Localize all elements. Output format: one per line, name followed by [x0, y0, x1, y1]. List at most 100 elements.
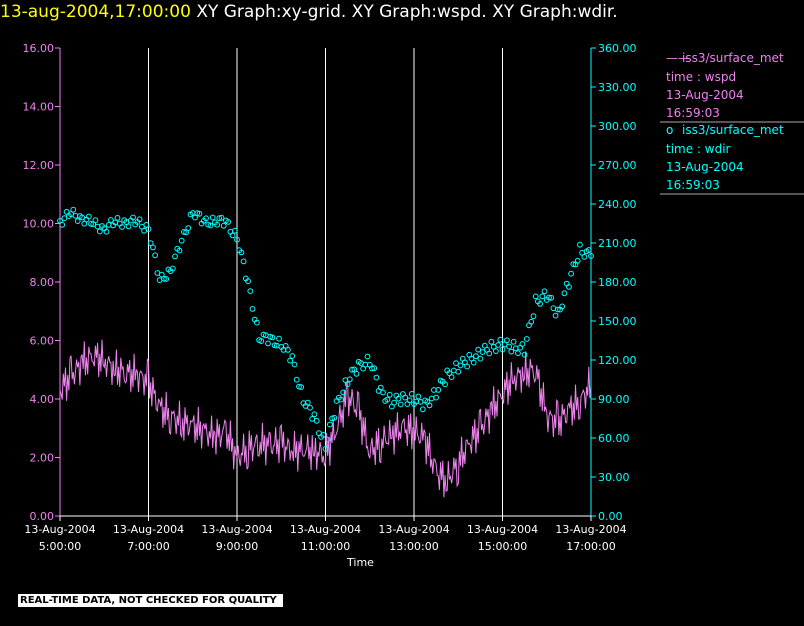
legend-symbol: ——: [666, 51, 690, 65]
right-tick-label: 30.00: [598, 471, 630, 484]
wdir-point: [185, 225, 192, 232]
right-tick-label: 360.00: [598, 42, 637, 55]
left-tick-label: 10.00: [23, 218, 55, 231]
wdir-point: [386, 391, 393, 398]
wdir-point: [296, 383, 302, 390]
legend-var: time : wdir: [666, 142, 731, 156]
wdir-point: [247, 288, 254, 295]
wdir-point: [293, 376, 300, 383]
wdir-point: [488, 338, 495, 345]
wdir-point: [470, 359, 477, 366]
wdir-point: [214, 221, 221, 228]
x-tick-time: 5:00:00: [39, 540, 81, 553]
wdir-point: [448, 374, 455, 381]
x-tick-time: 7:00:00: [127, 540, 169, 553]
wdir-point: [249, 306, 256, 312]
wdir-point: [209, 214, 216, 221]
wdir-point: [181, 229, 187, 235]
right-tick-label: 0.00: [598, 510, 623, 523]
wdir-point: [561, 290, 568, 297]
wdir-point: [245, 278, 252, 285]
wdir-point: [271, 342, 278, 349]
x-tick-time: 17:00:00: [566, 540, 615, 553]
wdir-point: [353, 370, 360, 377]
wdir-point: [510, 338, 517, 345]
wdir-point: [477, 355, 484, 362]
wdir-point: [203, 215, 209, 222]
legend-time: 16:59:03: [666, 106, 720, 120]
left-tick-label: 16.00: [23, 42, 55, 55]
legend-date: 13-Aug-2004: [666, 88, 744, 102]
wdir-point: [455, 368, 462, 375]
wdir-point: [521, 351, 528, 358]
wdir-point: [229, 232, 236, 239]
wdir-point: [331, 414, 338, 421]
wdir-point: [402, 394, 409, 401]
wdir-point: [79, 214, 85, 221]
wdir-point: [346, 376, 353, 383]
legend-symbol: o: [666, 123, 673, 137]
left-tick-label: 12.00: [23, 159, 55, 172]
title-graph-list: XY Graph:xy-grid. XY Graph:wspd. XY Grap…: [196, 2, 618, 22]
wdir-point: [169, 265, 176, 272]
wdir-point: [380, 389, 386, 396]
x-tick-time: 9:00:00: [216, 540, 258, 553]
right-tick-label: 180.00: [598, 276, 637, 289]
x-tick-date: 13-Aug-2004: [467, 523, 538, 536]
wdir-point: [464, 363, 471, 370]
wdir-point: [88, 221, 94, 227]
x-tick-date: 13-Aug-2004: [113, 523, 184, 536]
wdir-point: [338, 396, 344, 403]
wdir-point: [552, 312, 559, 319]
wdir-point: [287, 357, 294, 364]
wdir-point: [495, 342, 502, 348]
wdir-point: [364, 353, 371, 360]
wdir-point: [435, 387, 442, 393]
wdir-point: [577, 241, 583, 248]
right-tick-label: 330.00: [598, 81, 637, 94]
left-tick-label: 0.00: [30, 510, 55, 523]
wdir-point: [161, 275, 167, 282]
wdir-point: [327, 421, 333, 428]
wdir-point: [145, 226, 152, 233]
wdir-point: [231, 227, 238, 234]
wdir-point: [377, 384, 384, 391]
wdir-point: [373, 374, 380, 381]
wdir-point: [265, 340, 271, 347]
wdir-point: [568, 270, 574, 277]
wdir-point: [291, 361, 298, 368]
right-tick-label: 90.00: [598, 393, 630, 406]
wdir-point: [103, 228, 110, 235]
right-tick-label: 120.00: [598, 354, 637, 367]
wdir-point: [371, 365, 378, 372]
wdir-point: [136, 216, 143, 223]
x-tick-date: 13-Aug-2004: [555, 523, 626, 536]
wdir-point: [344, 381, 351, 388]
wdir-series: [57, 206, 594, 452]
legend-name: iss3/surface_met: [682, 51, 784, 65]
wdir-point: [192, 214, 198, 221]
right-tick-label: 300.00: [598, 120, 637, 133]
right-tick-label: 240.00: [598, 198, 637, 211]
wdir-point: [532, 293, 539, 300]
wdir-point: [207, 222, 214, 229]
wdir-point: [163, 276, 170, 282]
wdir-point: [504, 337, 510, 344]
wdir-point: [566, 284, 572, 290]
wdir-point: [125, 223, 132, 230]
wdir-point: [258, 338, 265, 345]
legend-date: 13-Aug-2004: [666, 160, 744, 174]
wdir-point: [152, 252, 159, 259]
x-axis-label: Time: [346, 556, 374, 569]
wdir-point: [178, 237, 185, 244]
title-timestamp: 13-aug-2004,17:00:00: [0, 2, 191, 22]
right-tick-label: 150.00: [598, 315, 637, 328]
wdir-point: [528, 318, 535, 325]
wdir-point: [539, 293, 546, 300]
left-tick-label: 4.00: [30, 393, 55, 406]
wdir-point: [225, 219, 232, 225]
wdir-point: [486, 350, 493, 357]
wdir-point: [63, 208, 70, 215]
wdir-point: [559, 303, 566, 310]
wdir-point: [176, 247, 183, 254]
